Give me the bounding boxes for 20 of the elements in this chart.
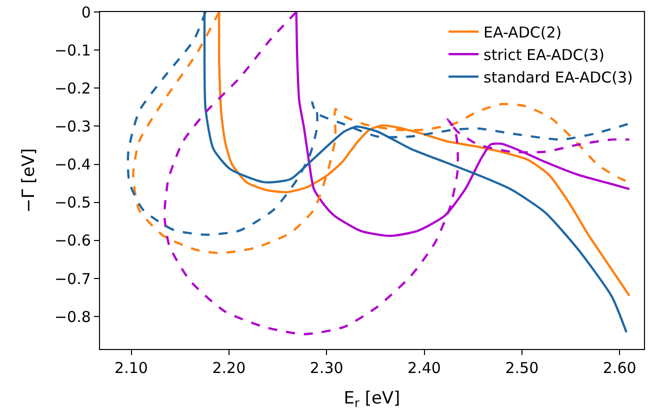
- legend-label: strict EA-ADC(3): [484, 46, 605, 64]
- y-tick-label: 0: [81, 3, 91, 22]
- y-tick-label: −0.3: [54, 117, 91, 136]
- x-tick-label: 2.50: [505, 359, 539, 378]
- legend-label: standard EA-ADC(3): [484, 68, 633, 86]
- y-tick-label: −0.6: [54, 232, 91, 250]
- y-tick-label: −0.8: [54, 308, 91, 326]
- y-tick-label: −0.7: [54, 270, 91, 288]
- y-tick-label: −0.1: [54, 41, 91, 60]
- x-tick-label: 2.10: [114, 359, 148, 378]
- x-tick-label: 2.20: [212, 359, 246, 378]
- x-axis-title: E$_{r}$ [eV]: [344, 388, 400, 410]
- x-tick-label: 2.30: [310, 359, 344, 378]
- y-tick-label: −0.4: [54, 156, 91, 174]
- x-tick-label: 2.40: [408, 359, 441, 378]
- y-tick-label: −0.2: [54, 79, 91, 98]
- y-axis-title: −Γ [eV]: [19, 148, 40, 213]
- legend-label: EA-ADC(2): [484, 23, 562, 42]
- x-tick-label: 2.60: [602, 359, 636, 378]
- y-tick-label: −0.5: [54, 194, 91, 212]
